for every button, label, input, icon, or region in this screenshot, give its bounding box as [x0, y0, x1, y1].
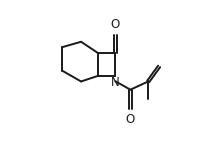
- Text: O: O: [111, 18, 120, 31]
- Text: O: O: [126, 113, 135, 126]
- Text: N: N: [111, 76, 120, 89]
